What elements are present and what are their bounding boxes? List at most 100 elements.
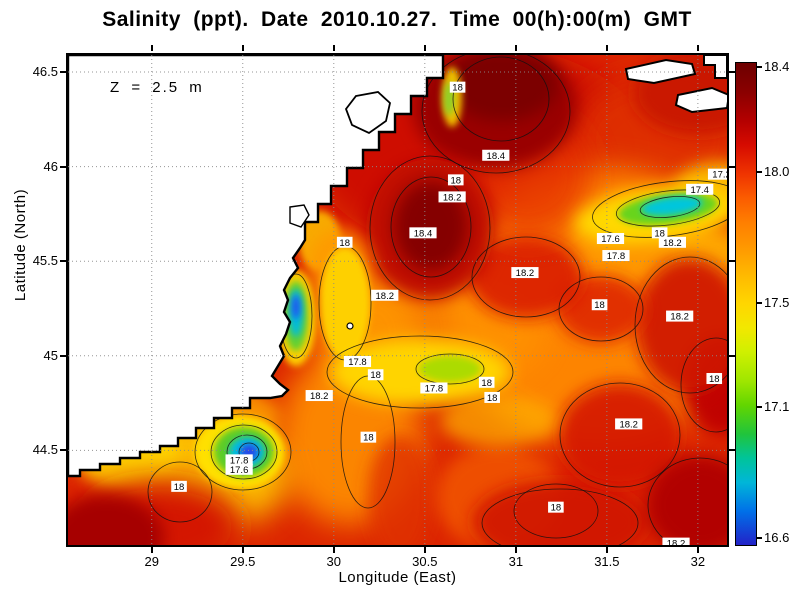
contour-label: 18 [452, 83, 463, 94]
contour-label: 18.4 [487, 151, 506, 162]
y-tick-label: 46 [43, 158, 58, 174]
contour-label: 17.6 [230, 465, 249, 476]
x-tick-mark-top [332, 45, 335, 51]
contour-line [558, 276, 644, 342]
sea-blob [446, 55, 558, 121]
sea-blob [646, 455, 727, 545]
contour-label: 18 [551, 503, 562, 514]
contour-label: 18.2 [443, 192, 462, 203]
plot-title: Salinity (ppt). Date 2010.10.27. Time 00… [102, 8, 692, 31]
y-tick-label: 46.5 [32, 64, 58, 80]
contour-label: 17.8 [425, 383, 444, 394]
x-tick-mark [241, 547, 244, 553]
contour-line [680, 337, 727, 433]
contour-label-box [615, 418, 643, 430]
y-tick-mark [60, 260, 66, 263]
contour-label: 17.6 [601, 234, 620, 245]
contour-line [147, 461, 213, 523]
x-tick-mark-top [150, 45, 153, 51]
x-axis-label: Longitude (East) [338, 569, 457, 586]
depth-annotation: Z = 2.5 m [110, 79, 204, 96]
colorbar-tick-label: 17.5 [764, 294, 790, 310]
contour-label-box [666, 310, 694, 322]
y-tick-mark-right [729, 354, 735, 357]
contour-label: 17.8 [607, 251, 626, 262]
colorbar-tick-mark [757, 66, 762, 69]
land-mass [68, 55, 445, 478]
x-tick-mark-top [514, 45, 517, 51]
contour-label: 18 [363, 433, 374, 444]
contour-label-box [484, 391, 500, 403]
contour-label-box [343, 355, 372, 367]
contour-line [452, 56, 550, 142]
x-tick-mark [605, 547, 608, 553]
sea-blob [636, 257, 727, 393]
sea-blob [68, 495, 164, 545]
contour-label-box [225, 463, 253, 475]
x-tick-mark [150, 547, 153, 553]
colorbar-tick-label: 17.1 [764, 399, 790, 415]
x-tick-label: 30 [326, 554, 342, 569]
sea-blob [440, 395, 556, 447]
contour-label-box [706, 373, 723, 385]
colorbar [735, 62, 757, 546]
contour-label-box [360, 431, 377, 443]
contour-line [194, 413, 292, 491]
contour-label-box [409, 227, 437, 239]
map-layers: 1818.41818.218.41817.217.417.617.81818.2… [68, 55, 727, 545]
contour-label-box [478, 376, 495, 388]
contour-line [592, 180, 727, 238]
contour-label-box [511, 267, 539, 279]
lagoon-outline [289, 204, 310, 228]
contour-line [210, 424, 278, 480]
sea-blob [558, 383, 682, 487]
contour-label: 17.8 [348, 357, 367, 368]
contour-label-box [602, 250, 630, 262]
contour-label-box [171, 480, 187, 492]
x-tick-mark [514, 547, 517, 553]
contour-label: 18 [594, 300, 605, 311]
x-tick-label: 29 [144, 554, 159, 569]
contour-line [471, 236, 581, 318]
sea-blob [419, 356, 481, 382]
contour-label-box [420, 382, 448, 394]
y-tick-label: 45 [43, 347, 58, 363]
x-tick-mark-top [423, 45, 426, 51]
contour-label: 18 [481, 378, 492, 389]
sea-blob [394, 181, 468, 271]
contour-label-box [482, 149, 510, 161]
island [703, 55, 727, 79]
contour-line [647, 457, 727, 545]
contour-label-box [447, 174, 464, 186]
contour-line [369, 155, 491, 301]
contour-label: 18 [370, 370, 381, 381]
y-tick-mark [60, 165, 66, 168]
contour-label: 18.2 [663, 238, 682, 249]
colorbar-tick-mark [757, 537, 762, 540]
contour-label: 17.8 [230, 455, 249, 466]
colorbar-tick-label: 16.6 [764, 530, 790, 546]
colorbar-tick-label: 18.4 [764, 59, 790, 75]
map-plot-area: 1818.41818.218.41817.217.417.617.81818.2… [66, 53, 729, 547]
colorbar-tick-mark [757, 301, 762, 304]
contour-line [634, 256, 727, 394]
x-tick-mark-top [241, 45, 244, 51]
contour-label: 18.2 [310, 391, 329, 402]
contour-label: 18.2 [516, 268, 535, 279]
x-tick-label: 32 [690, 554, 706, 569]
contour-label: 18 [174, 482, 185, 493]
contour-label-box [336, 236, 353, 248]
y-tick-mark [60, 71, 66, 74]
contour-label-box [371, 289, 399, 301]
contour-label: 18.2 [376, 291, 395, 302]
x-tick-mark [423, 547, 426, 553]
sea-blob [641, 196, 703, 216]
contour-label-box [686, 183, 714, 195]
x-tick-mark [332, 547, 335, 553]
contour-label-box [548, 501, 564, 513]
sea-blob [320, 247, 370, 359]
contour-label: 17.2 [712, 170, 727, 181]
x-tick-mark-top [605, 45, 608, 51]
y-tick-mark-right [729, 71, 735, 74]
contour-label-box [596, 233, 625, 245]
